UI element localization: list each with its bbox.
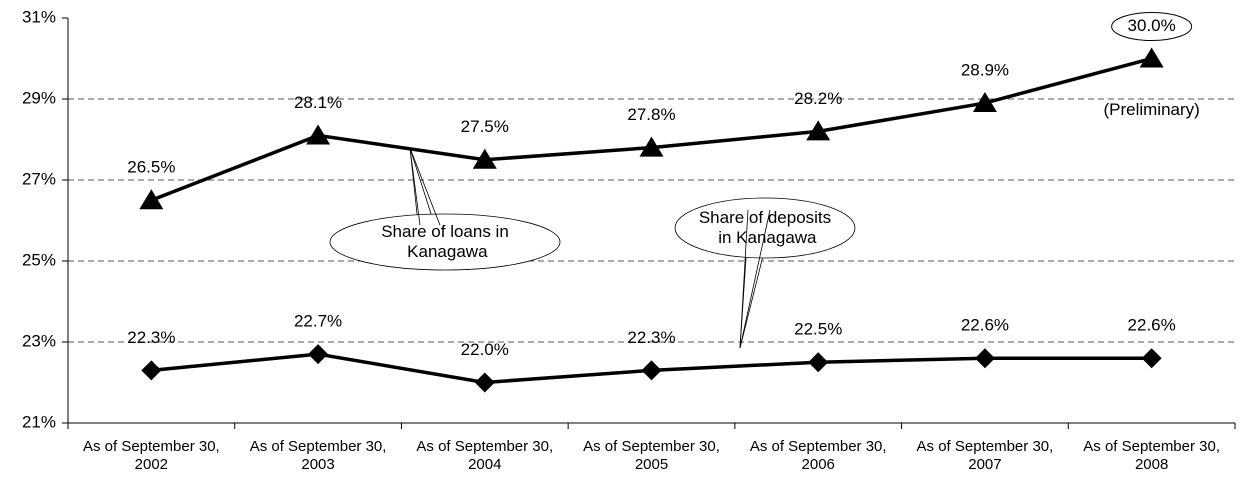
callout-text: Share of deposits in Kanagawa <box>699 208 831 247</box>
callout-bubble <box>674 197 856 259</box>
data-label: 27.5% <box>461 117 509 136</box>
x-tick-label: As of September 30, 2007 <box>916 438 1054 473</box>
callout-text: Share of loans in Kanagawa <box>381 222 509 261</box>
y-tick-label: 29% <box>22 88 56 107</box>
data-label: 22.3% <box>627 328 675 347</box>
data-point <box>474 372 495 393</box>
data-label: 22.0% <box>461 340 509 359</box>
data-label: 22.6% <box>1128 316 1176 335</box>
data-point <box>808 352 829 373</box>
data-point <box>141 360 162 381</box>
x-tick-label: As of September 30, 2003 <box>249 438 387 473</box>
data-label: 22.3% <box>127 328 175 347</box>
y-tick-label: 31% <box>22 7 56 26</box>
data-label: 28.9% <box>961 61 1009 80</box>
data-point <box>639 136 664 157</box>
data-label: 22.5% <box>794 320 842 339</box>
data-label: 28.1% <box>294 93 342 112</box>
data-point <box>308 344 329 365</box>
x-tick-label: As of September 30, 2004 <box>416 438 554 473</box>
series-line <box>150 56 1153 202</box>
data-label: 26.5% <box>127 158 175 177</box>
data-point <box>306 124 331 145</box>
data-point <box>1139 47 1164 68</box>
y-tick-label: 23% <box>22 331 56 350</box>
data-label: 28.2% <box>794 89 842 108</box>
data-point <box>972 92 997 113</box>
data-point <box>139 189 164 210</box>
callout-bubble <box>329 213 561 271</box>
y-tick-label: 25% <box>22 250 56 269</box>
annotation: (Preliminary) <box>1103 100 1199 119</box>
data-point <box>806 120 831 141</box>
x-tick-label: As of September 30, 2002 <box>82 438 220 473</box>
data-label: 22.7% <box>294 312 342 331</box>
data-point <box>974 348 995 369</box>
data-point <box>1141 348 1162 369</box>
data-point <box>472 148 497 169</box>
data-label: 27.8% <box>627 105 675 124</box>
data-label: 30.0% <box>1128 16 1176 35</box>
data-label: 22.6% <box>961 316 1009 335</box>
label-ellipse <box>1111 12 1193 41</box>
data-point <box>641 360 662 381</box>
callout-tail <box>739 209 771 349</box>
y-tick-label: 27% <box>22 169 56 188</box>
x-tick-label: As of September 30, 2006 <box>749 438 887 473</box>
x-tick-label: As of September 30, 2008 <box>1083 438 1221 473</box>
y-tick-label: 21% <box>22 412 56 431</box>
x-tick-label: As of September 30, 2005 <box>583 438 720 473</box>
